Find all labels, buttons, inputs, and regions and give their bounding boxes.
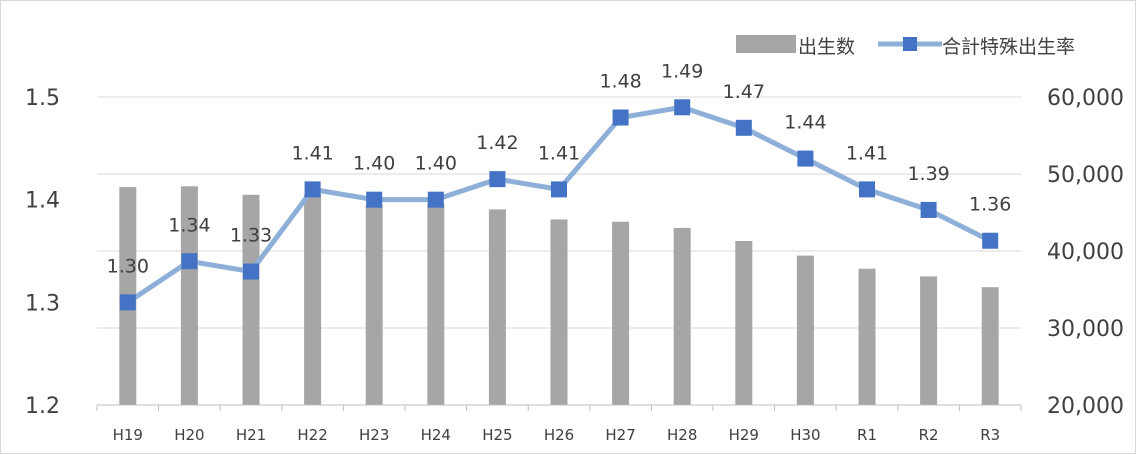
bar-H29 [735, 240, 753, 405]
bar-H28 [673, 227, 691, 405]
rate-data-label: 1.44 [784, 112, 826, 134]
data-labels: 1.30 1.34 1.33 1.41 1.40 1.40 1.42 1.41 1.48 1.49… [107, 60, 1012, 277]
rate-data-label: 1.41 [846, 142, 888, 164]
legend-label-births: 出生数 [798, 36, 855, 58]
bar-H30 [796, 255, 814, 405]
rate-data-label: 1.42 [476, 132, 518, 154]
rate-data-label: 1.47 [723, 81, 765, 103]
bar-R3 [981, 287, 999, 405]
legend-swatch-births [736, 35, 796, 53]
rate-data-label: 1.41 [291, 142, 333, 164]
rate-marker-H26 [551, 181, 567, 198]
y-right-tick-label: 20,000 [1047, 394, 1124, 419]
y-right-tick-label: 60,000 [1047, 86, 1124, 111]
rate-data-label: 1.40 [353, 153, 395, 175]
x-tick-label: H27 [605, 426, 635, 444]
bar-H25 [488, 209, 506, 405]
rate-marker-H19 [119, 294, 136, 311]
y-ticks: 1.2 1.3 1.4 1.5 20,000 30,000 40,000 50,000 60,0… [25, 86, 1124, 419]
x-tick-label: R3 [980, 426, 1000, 444]
x-tick-label: H23 [359, 426, 389, 444]
bar-H21 [242, 194, 260, 405]
rate-marker-H27 [612, 109, 629, 126]
rate-data-label: 1.40 [415, 153, 457, 175]
rate-data-label: 1.34 [168, 214, 210, 236]
x-tick-label: H24 [421, 426, 451, 444]
y-left-tick-label: 1.3 [25, 291, 60, 316]
bar-R2 [920, 276, 938, 405]
y-right-tick-label: 50,000 [1047, 163, 1124, 188]
y-left-tick-label: 1.4 [25, 189, 60, 214]
x-tick-label: R2 [919, 426, 939, 444]
y-right-tick-label: 40,000 [1047, 240, 1124, 265]
x-axis: H19 H20 H21 H22 H23 H24 H25 H26 H27 H28 H29 H30 R1 R2… [96, 404, 1022, 444]
x-tick-label: H19 [113, 426, 143, 444]
x-tick-label: H21 [236, 426, 266, 444]
bar-H23 [365, 204, 383, 405]
rate-data-label: 1.39 [907, 163, 949, 185]
line-series [119, 99, 999, 311]
rate-marker-H29 [735, 119, 752, 136]
bar-H26 [550, 219, 568, 405]
legend-label-rate: 合計特殊出生率 [942, 36, 1075, 58]
x-tick-label: R1 [857, 426, 877, 444]
bar-H22 [304, 194, 322, 405]
y-left-tick-label: 1.2 [25, 394, 60, 419]
y-right-tick-label: 30,000 [1047, 317, 1124, 342]
x-tick-label: H22 [297, 426, 327, 444]
rate-marker-H21 [243, 263, 259, 280]
rate-marker-R3 [982, 232, 999, 249]
bar-H24 [427, 203, 445, 405]
rate-marker-R2 [920, 201, 937, 218]
x-tick-label: H20 [174, 426, 204, 444]
rate-marker-R1 [859, 181, 875, 198]
x-tick-label: H29 [729, 426, 759, 444]
rate-marker-H30 [797, 150, 814, 167]
bar-R1 [858, 268, 876, 405]
rate-marker-H22 [304, 181, 321, 198]
x-tick-label: H28 [667, 426, 697, 444]
x-tick-label: H25 [482, 426, 512, 444]
rate-data-label: 1.41 [538, 142, 580, 164]
rate-marker-H25 [489, 171, 506, 188]
rate-data-label: 1.48 [599, 71, 641, 93]
rate-data-label: 1.36 [969, 194, 1011, 216]
rate-data-label: 1.33 [230, 225, 272, 247]
rate-marker-H20 [181, 253, 198, 270]
rate-marker-H23 [366, 191, 383, 208]
rate-marker-H28 [674, 99, 691, 116]
bar-H27 [612, 221, 630, 405]
x-tick-label: H26 [544, 426, 574, 444]
bar-series [119, 186, 999, 405]
y-left-tick-label: 1.5 [25, 86, 60, 111]
rate-data-label: 1.49 [661, 60, 703, 82]
legend-swatch-rate-marker [903, 37, 917, 51]
rate-marker-H24 [427, 191, 444, 208]
legend: 出生数 合計特殊出生率 [736, 35, 1075, 58]
bar-H20 [180, 186, 198, 405]
x-tick-label: H30 [790, 426, 820, 444]
rate-data-label: 1.30 [107, 255, 149, 277]
